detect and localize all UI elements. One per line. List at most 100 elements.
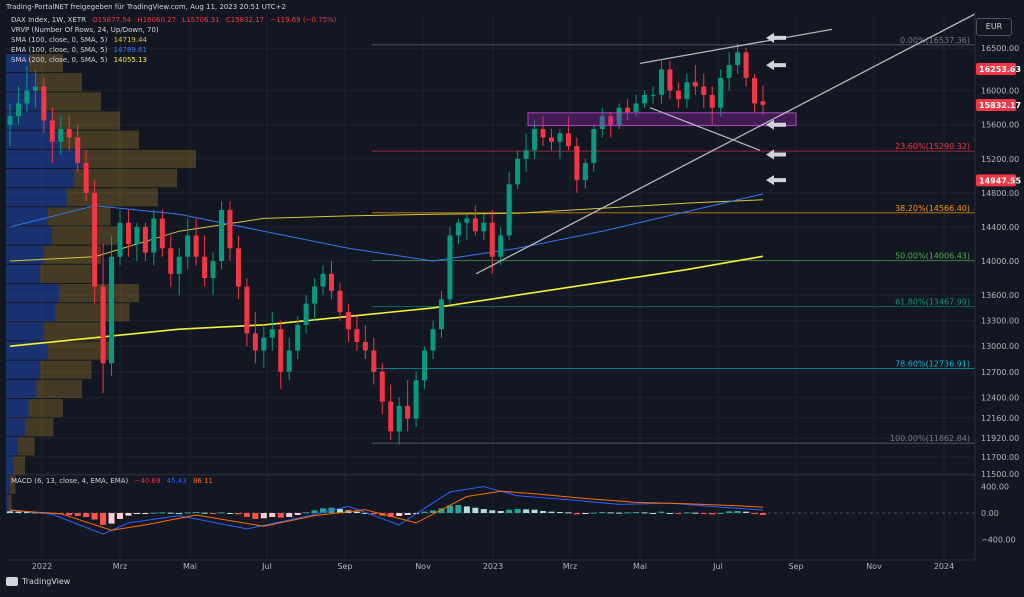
price-axis[interactable]: 16500.00 16000.00 15600.00 15200.00 14800.00… [974, 14, 1021, 560]
volume-bar-down [44, 245, 101, 264]
currency-button[interactable]: EUR [976, 18, 1012, 36]
volume-bar-up [6, 322, 44, 341]
candle-body [185, 235, 191, 257]
time-tick-label: Mai [183, 562, 197, 571]
candle-body [752, 77, 758, 104]
volume-bar-up [6, 456, 14, 475]
macd-hist-bar [311, 510, 318, 513]
candle-body [371, 350, 377, 372]
candle-body [633, 103, 639, 112]
time-tick-label: Jul [261, 562, 272, 571]
candle-body [464, 218, 470, 223]
candle-body [210, 261, 216, 279]
macd-hist-bar [548, 511, 555, 513]
candle-body [625, 107, 631, 112]
macd-hist-bar [438, 508, 445, 513]
price-tick-label: 12400.00 [981, 393, 1019, 402]
volume-bar-up [6, 149, 82, 168]
volume-bar-down [82, 149, 196, 168]
macd-hist-bar [709, 513, 716, 515]
candle-body [760, 101, 766, 105]
macd-hist-bar [226, 513, 233, 514]
price-tick-label: 16500.00 [981, 44, 1019, 53]
indicator-value: 14719.44 [113, 36, 147, 44]
candle-body [261, 337, 267, 351]
legend-indicator-sma200[interactable]: SMA (200, close, 0, SMA, 5) 14055.13 [11, 55, 337, 65]
candle-body [41, 86, 47, 121]
macd-hist-bar [480, 509, 487, 513]
candle-body [7, 116, 13, 125]
candle-body [49, 120, 55, 142]
macd-hist-bar [565, 512, 572, 514]
price-tick-label: 15600.00 [981, 121, 1019, 130]
candle-body [582, 163, 588, 181]
candle-body [75, 137, 81, 164]
macd-hist-bar [717, 513, 724, 514]
candle-body [718, 77, 724, 108]
macd-hist-bar [540, 511, 547, 513]
candle-body [523, 150, 529, 159]
time-axis[interactable]: 2022 Mrz Mai Jul Sep Nov 2023 Mrz Mai Jul Sep Nov 20… [6, 559, 975, 571]
candle-body [616, 107, 622, 125]
macd-tick-label: 400.00 [981, 483, 1009, 492]
legend-symbol-row[interactable]: DAX Index, 1W, XETR O15877.54 H16060.27 … [11, 15, 337, 25]
macd-hist-bar [650, 513, 657, 514]
price-label: 15832.17 [979, 101, 1021, 110]
macd-hist-bar [269, 513, 276, 517]
volume-bar-up [6, 418, 25, 437]
price-tick-label: 15200.00 [981, 155, 1019, 164]
macd-hist-bar [751, 513, 758, 514]
fib-label: 61.80%(13467.99) [895, 297, 970, 306]
macd-hist-bar [633, 512, 640, 514]
macd-hist-bar [167, 512, 174, 514]
candle-body [202, 256, 208, 279]
macd-hist-bar [616, 512, 623, 514]
fib-label: 78.60%(12736.91) [895, 360, 970, 369]
tradingview-brand[interactable]: TradingView [6, 577, 70, 586]
legend-indicator-sma100[interactable]: SMA (100, close, 0, SMA, 5) 14719.44 [11, 35, 337, 45]
macd-hist-bar [666, 513, 673, 514]
macd-hist-bar [387, 513, 394, 517]
macd-hist-bar [235, 513, 242, 515]
indicator-label: EMA (100, close, 0, SMA, 5) [11, 46, 108, 54]
main-legend: DAX Index, 1W, XETR O15877.54 H16060.27 … [11, 15, 337, 65]
candle-body [743, 52, 749, 78]
volume-bar-up [6, 284, 60, 303]
candle-body [66, 129, 72, 138]
candle-body [329, 273, 335, 291]
macd-hist-bar [463, 506, 470, 513]
candle-body [701, 86, 707, 95]
candle-body [32, 86, 38, 91]
indicator-label: SMA (100, close, 0, SMA, 5) [11, 36, 108, 44]
price-tick-label: 12700.00 [981, 368, 1019, 377]
symbol-label: DAX Index, 1W, XETR [11, 16, 86, 24]
candle-body [286, 350, 292, 372]
macd-legend[interactable]: MACD (6, 13, close, 4, EMA, EMA) −40.69 … [11, 477, 213, 485]
candle-body [168, 248, 174, 274]
candle-body [532, 129, 538, 151]
legend-indicator-vrvp[interactable]: VRVP (Number Of Rows, 24, Up/Down, 70) [11, 25, 337, 35]
legend-indicator-ema100[interactable]: EMA (100, close, 0, SMA, 5) 14789.61 [11, 45, 337, 55]
time-tick-label: Nov [866, 562, 882, 571]
price-label: 14947.55 [979, 176, 1021, 185]
candle-body [379, 371, 385, 402]
candle-body [337, 290, 343, 313]
macd-hist-bar [66, 513, 73, 516]
macd-hist-bar [760, 513, 766, 515]
fib-label: 100.00%(11862.84) [890, 434, 970, 443]
trend-drawings [475, 13, 976, 275]
macd-hist-bar [294, 513, 301, 515]
candle-body [667, 69, 673, 91]
candle-body [498, 235, 504, 257]
candle-body [295, 324, 301, 351]
macd-hist-bar [184, 512, 191, 514]
macd-hist-bar [159, 512, 166, 514]
macd-hist-bar [514, 509, 521, 513]
macd-hist-bar [523, 509, 530, 513]
volume-bar-down [28, 54, 63, 73]
price-tick-label: 11920.00 [981, 434, 1019, 443]
candle-body [83, 163, 89, 193]
candle-body [642, 94, 648, 104]
